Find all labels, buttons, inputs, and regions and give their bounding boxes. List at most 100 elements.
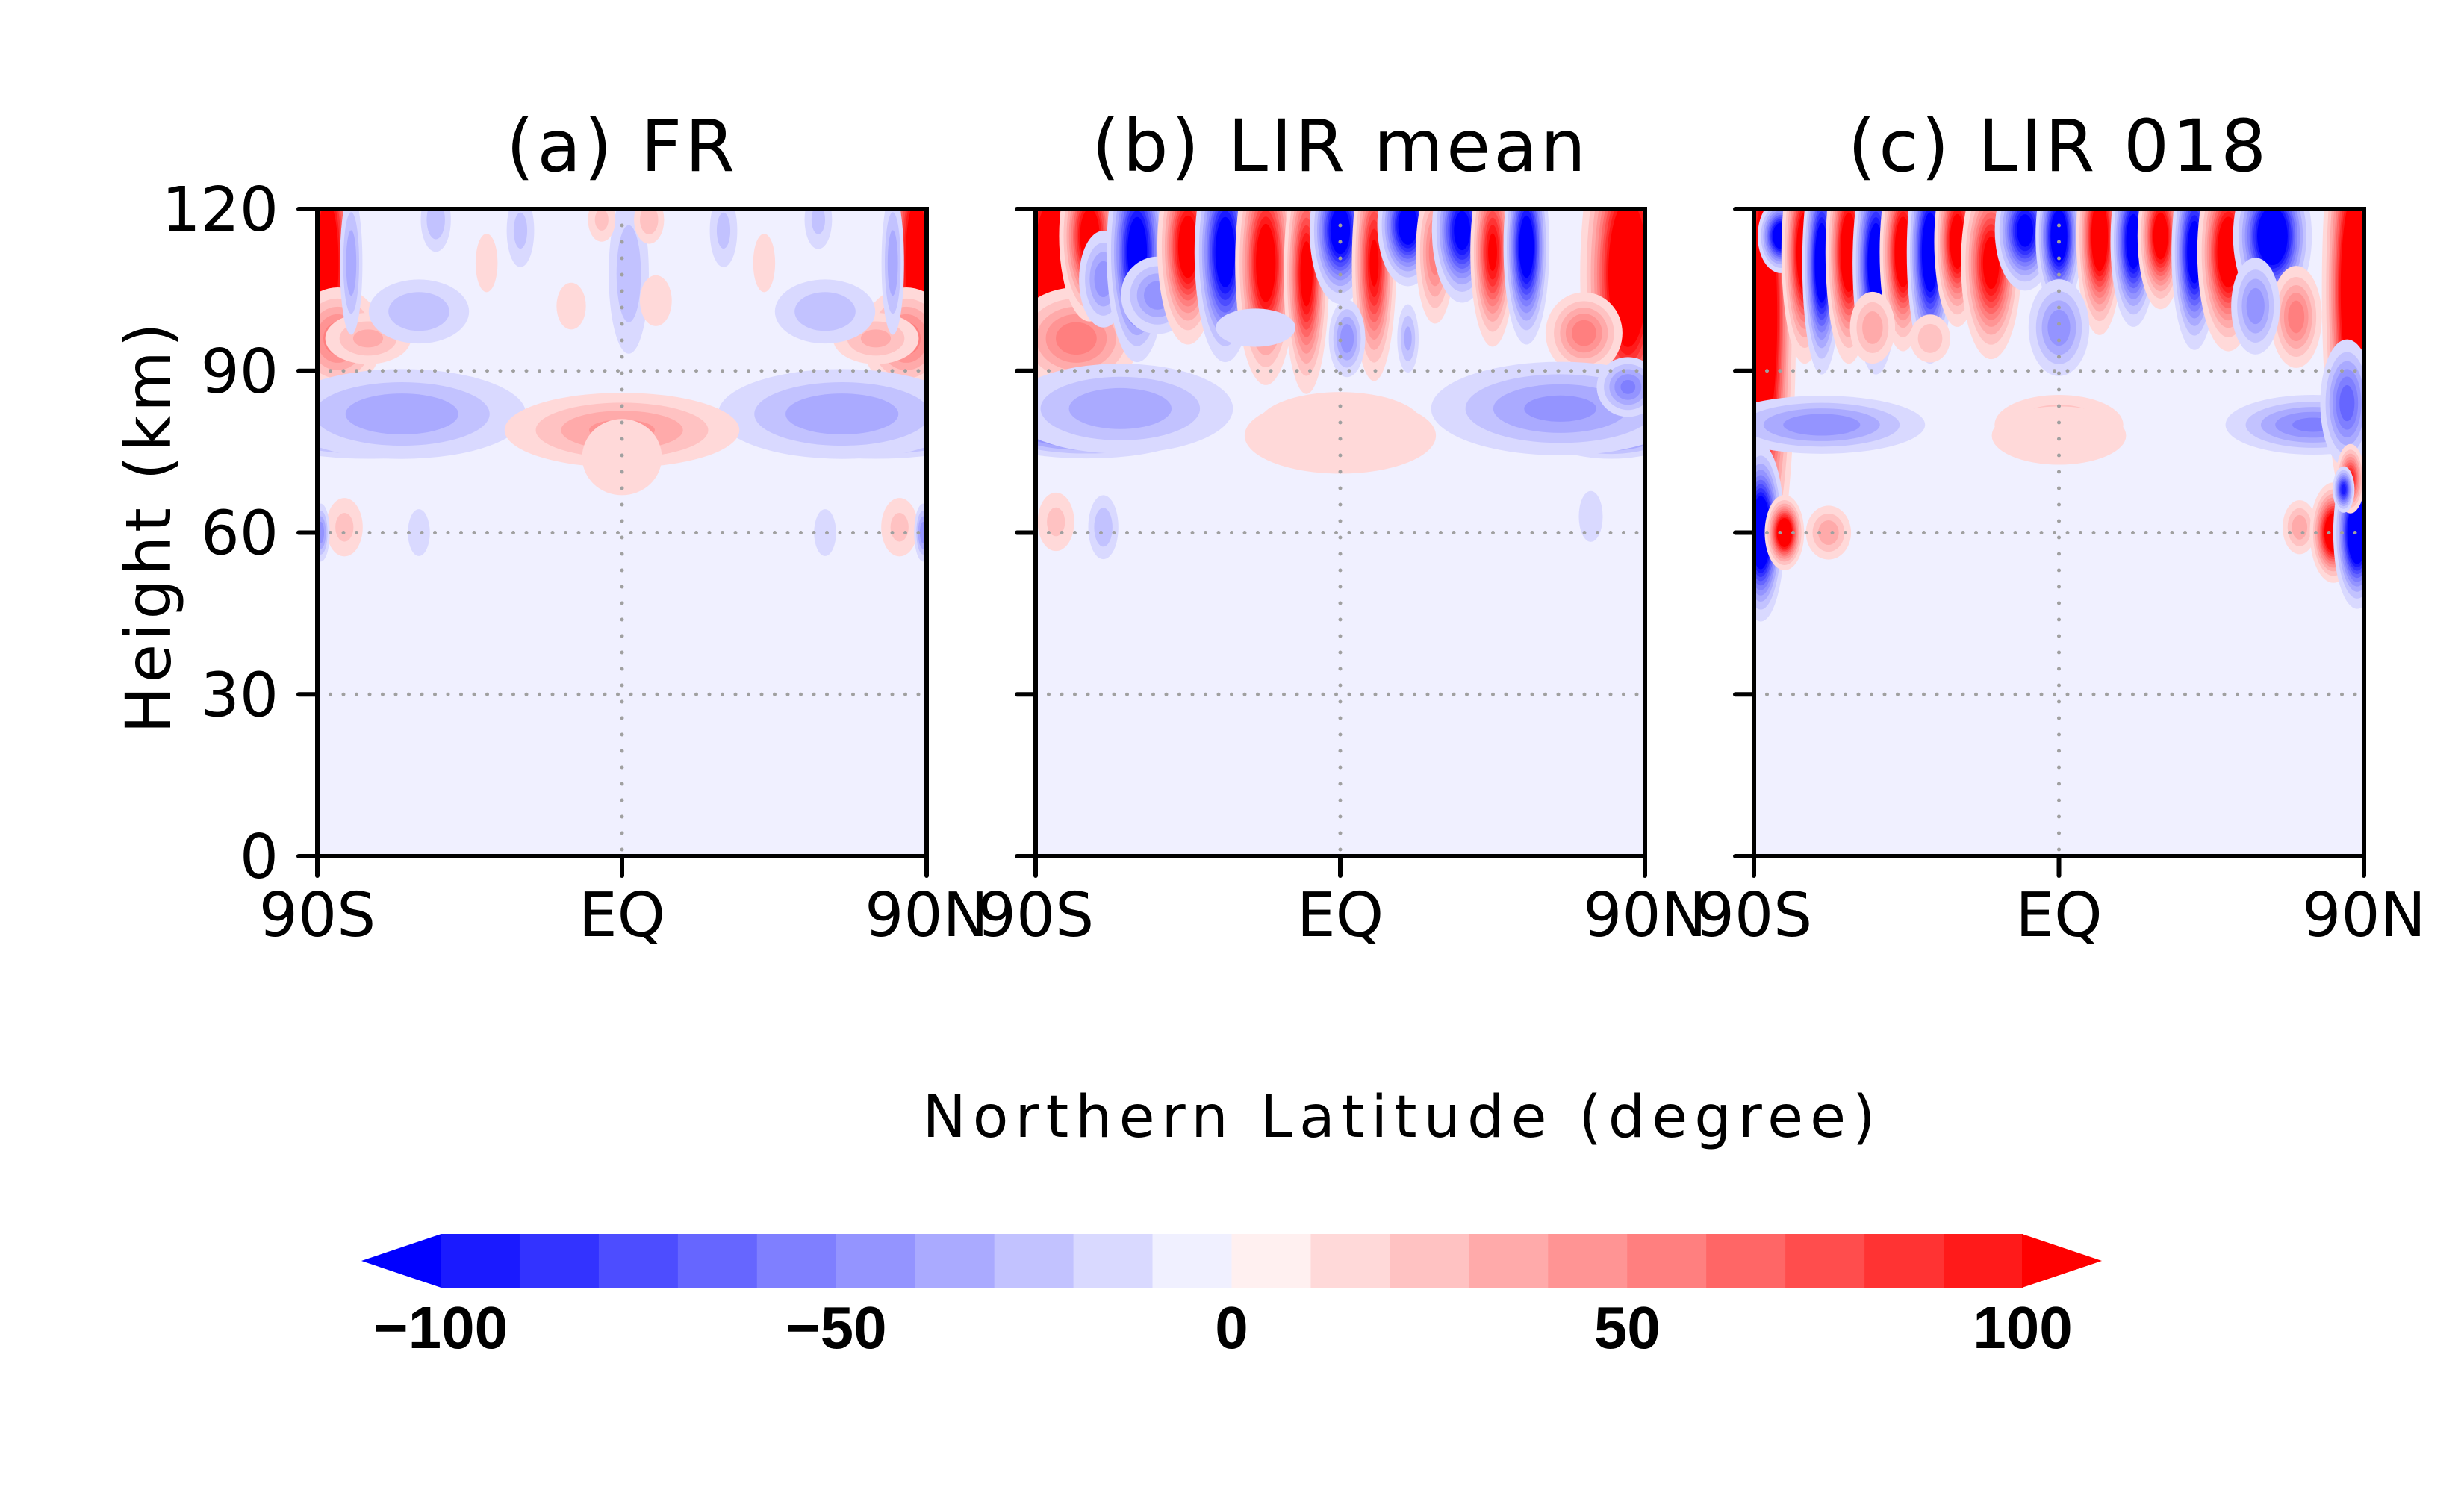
contour-level [1369,239,1379,287]
panel-b: (b) LIR mean 90S EQ 90N [977,105,1707,951]
contour-feature [1849,291,1896,364]
contour-feature [1764,495,1805,570]
contour-feature [1036,364,1233,454]
colorbar-box [756,1234,837,1288]
colorbar-box [1469,1234,1549,1288]
contour-level [1841,218,1856,286]
contour-level [1056,322,1097,355]
panel-c: (c) LIR 018 90S EQ 90N [1696,105,2426,951]
contour-level [2154,217,2167,255]
contour-feature [1994,209,2056,291]
contour-level [1985,245,1997,281]
colorbar-box [519,1234,600,1288]
contour-feature [340,209,363,335]
contour-feature [881,209,904,335]
contour-feature [1910,314,1950,363]
colorbar-box [1152,1234,1233,1288]
contour-feature [1328,299,1366,378]
contour-level [2047,309,2071,346]
contour-level [616,225,641,322]
y-axis [1015,207,1038,858]
contour-level [1180,222,1196,272]
colorbar-box [915,1234,995,1288]
colorbar-box [994,1234,1074,1288]
contour-level [2341,484,2346,495]
contour-level [2052,213,2066,259]
y-axis: 0 30 60 90 120 [161,175,320,893]
contour-level [1400,209,1416,241]
contour-level [1068,387,1172,429]
contour-level [1094,508,1113,547]
contour-feature [1805,505,1852,560]
contour-feature [1991,406,2127,465]
contour-feature [475,234,498,293]
contour-level [753,234,776,293]
contour-feature [639,275,672,326]
contour-level [1257,231,1274,295]
x-tick-label: 90N [2302,880,2426,951]
contour-level [1456,216,1468,244]
contour-level [1524,395,1597,422]
contour-feature [609,209,649,354]
contour-level [1332,211,1348,249]
colorbar-under-arrow [361,1234,441,1288]
contour-level [1520,222,1533,272]
contour-feature [1088,495,1119,560]
contour-feature [588,209,616,242]
contour-level [475,234,498,293]
x-tick-label: 90S [977,880,1094,951]
x-tick-label: EQ [2015,880,2102,951]
contour-level [426,209,445,240]
contour-level [1951,219,1964,264]
contour-feature [914,503,927,562]
contour-level [890,512,909,542]
contour-feature [753,234,776,293]
colorbar-box [598,1234,679,1288]
colorbar-tick-label: 0 [1215,1294,1248,1361]
contour-level [794,292,856,331]
contour-level [2342,209,2364,374]
panel-title: (a) FR [506,105,738,188]
contour-feature [1578,490,1603,542]
contour-level [1991,406,2127,465]
contour-level [1868,229,1883,297]
y-tick-label: 120 [161,175,279,246]
contour-feature [634,209,665,244]
heatmap-field [1036,209,1645,856]
contour-feature [1754,396,1926,454]
contour-level [2259,210,2286,262]
x-tick-label: EQ [579,880,665,951]
colorbar-box [1706,1234,1786,1288]
contour-level [2092,209,2107,267]
contour-feature [326,498,363,557]
colorbar-box [677,1234,758,1288]
contour-feature [718,369,927,459]
colorbar-box [1627,1234,1707,1288]
contour-level [716,212,731,249]
contour-level [346,230,357,296]
contour-feature [2270,266,2322,368]
contour-level [1783,414,1861,436]
contour-level [594,209,609,231]
contour-level [1571,320,1596,346]
colorbar-over-arrow [2022,1234,2102,1288]
contour-feature [506,209,535,267]
contour-feature [774,279,876,344]
contour-level [1917,323,1943,353]
heatmap-field [317,209,927,856]
colorbar-box [1073,1234,1154,1288]
contour-level [1047,507,1065,537]
x-tick-label: 90N [865,880,989,951]
contour-level [1340,324,1354,353]
panel-title: (c) LIR 018 [1848,105,2269,188]
contour-level [1818,520,1839,545]
y-tick-label: 60 [201,499,279,570]
contour-level [811,209,826,234]
y-tick-label: 90 [201,337,279,408]
contour-feature [408,509,430,556]
contour-feature [2231,258,2280,355]
colorbar: −100 −50 0 50 100 [361,1234,2102,1361]
contour-level [513,212,528,249]
contour-level [1244,397,1437,474]
contour-level [1610,209,1645,340]
